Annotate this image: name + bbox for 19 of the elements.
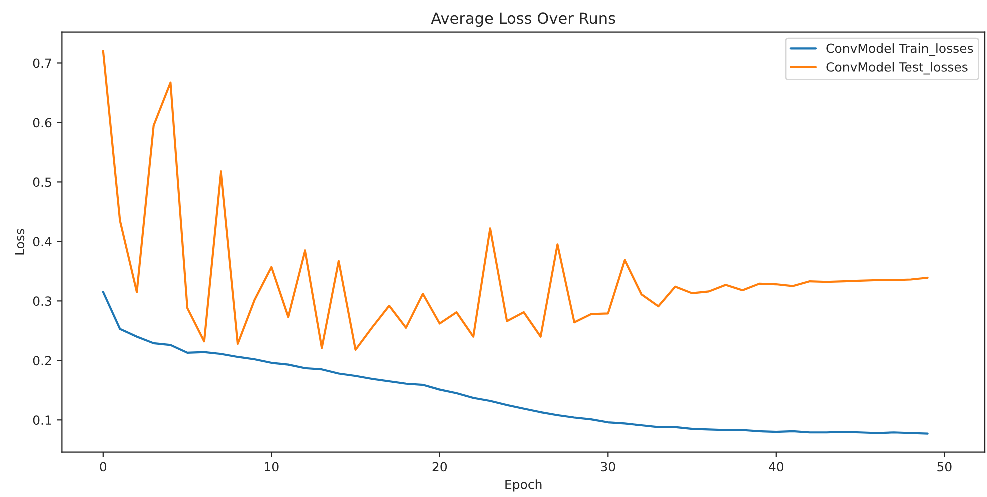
- x-tick-label: 50: [938, 462, 952, 472]
- y-tick-label: 0.7: [33, 58, 52, 68]
- chart-title: Average Loss Over Runs: [431, 12, 616, 28]
- legend-label: ConvModel Train_losses: [826, 44, 974, 56]
- legend-label: ConvModel Test_losses: [826, 62, 968, 75]
- x-tick-label: 20: [432, 462, 448, 472]
- y-axis-title: Loss: [15, 229, 25, 255]
- x-tick-label: 0: [100, 462, 107, 472]
- x-tick-label: 30: [601, 462, 616, 472]
- y-tick-label: 0.4: [33, 237, 52, 247]
- x-axis-title: Epoch: [506, 480, 542, 492]
- x-tick-label: 10: [265, 462, 279, 472]
- y-tick-label: 0.3: [33, 296, 52, 306]
- x-tick-label: 40: [769, 462, 784, 472]
- y-tick-label: 0.2: [33, 356, 52, 366]
- y-tick-label: 0.1: [33, 416, 52, 426]
- y-tick-label: 0.5: [33, 178, 52, 188]
- line-series: [102, 291, 929, 435]
- y-tick-label: 0.6: [33, 118, 52, 128]
